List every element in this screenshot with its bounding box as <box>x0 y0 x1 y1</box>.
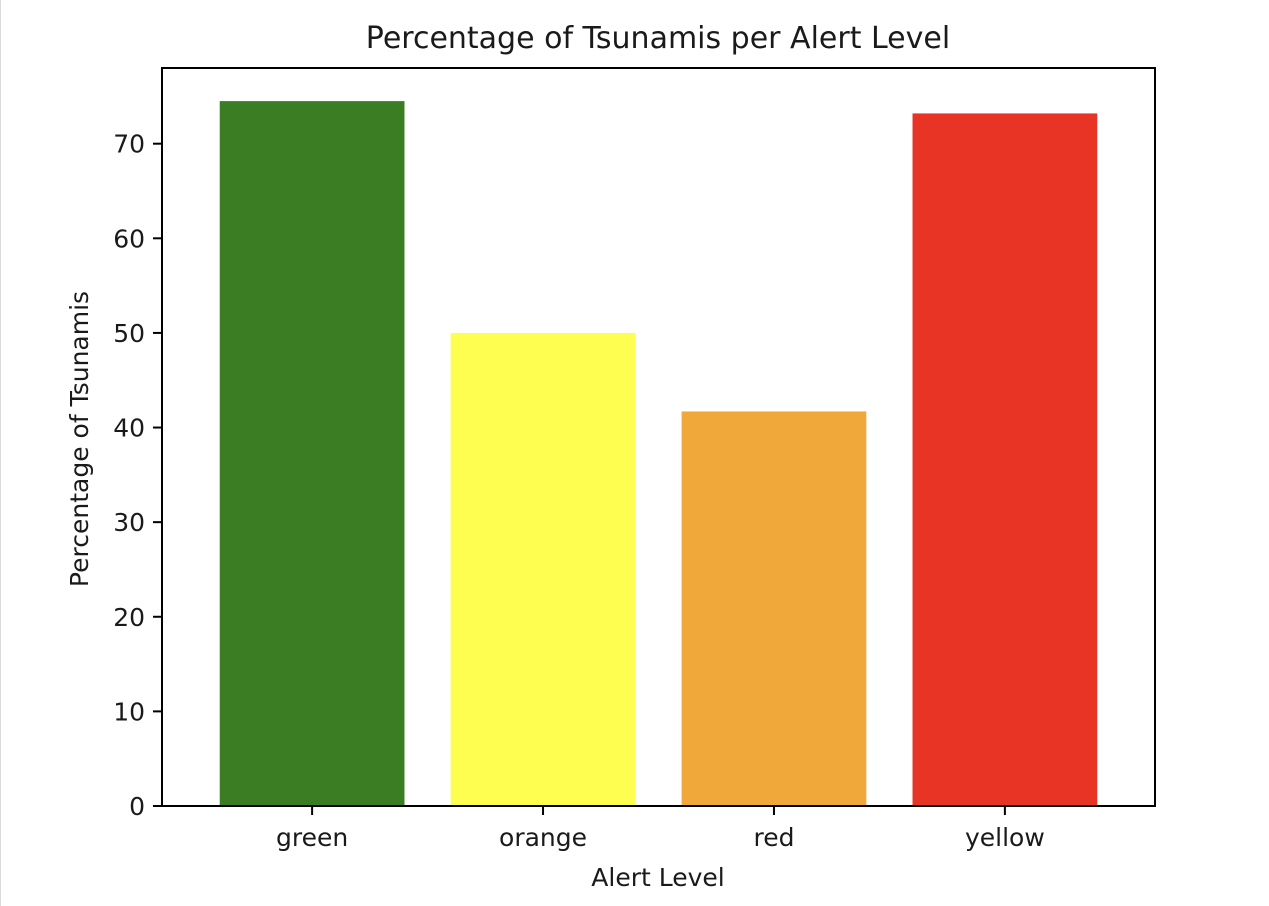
bar-green <box>219 101 405 807</box>
x-tick-label: orange <box>499 823 587 852</box>
y-tick-label: 40 <box>113 414 145 443</box>
y-tick-label: 20 <box>113 603 145 632</box>
plot-frame <box>161 67 1156 807</box>
bar-red <box>681 411 867 806</box>
y-axis-ticks: 0 10 20 30 40 50 60 70 <box>113 130 162 821</box>
y-tick-label: 70 <box>113 130 145 159</box>
chart-title: Percentage of Tsunamis per Alert Level <box>366 21 950 56</box>
x-tick-label: red <box>753 823 794 852</box>
bar-orange <box>450 332 636 806</box>
y-tick-label: 0 <box>129 792 145 821</box>
x-tick-label: green <box>276 823 348 852</box>
bar-yellow <box>912 113 1098 806</box>
bars-group <box>219 101 1098 807</box>
x-axis-ticks: green orange red yellow <box>276 806 1045 852</box>
x-tick-label: yellow <box>965 823 1045 852</box>
y-tick-label: 30 <box>113 508 145 537</box>
window-edge <box>0 0 1 906</box>
y-axis-label: Percentage of Tsunamis <box>65 291 94 587</box>
y-tick-label: 10 <box>113 697 145 726</box>
x-axis-label: Alert Level <box>591 863 724 892</box>
y-tick-label: 50 <box>113 319 145 348</box>
y-tick-label: 60 <box>113 224 145 253</box>
